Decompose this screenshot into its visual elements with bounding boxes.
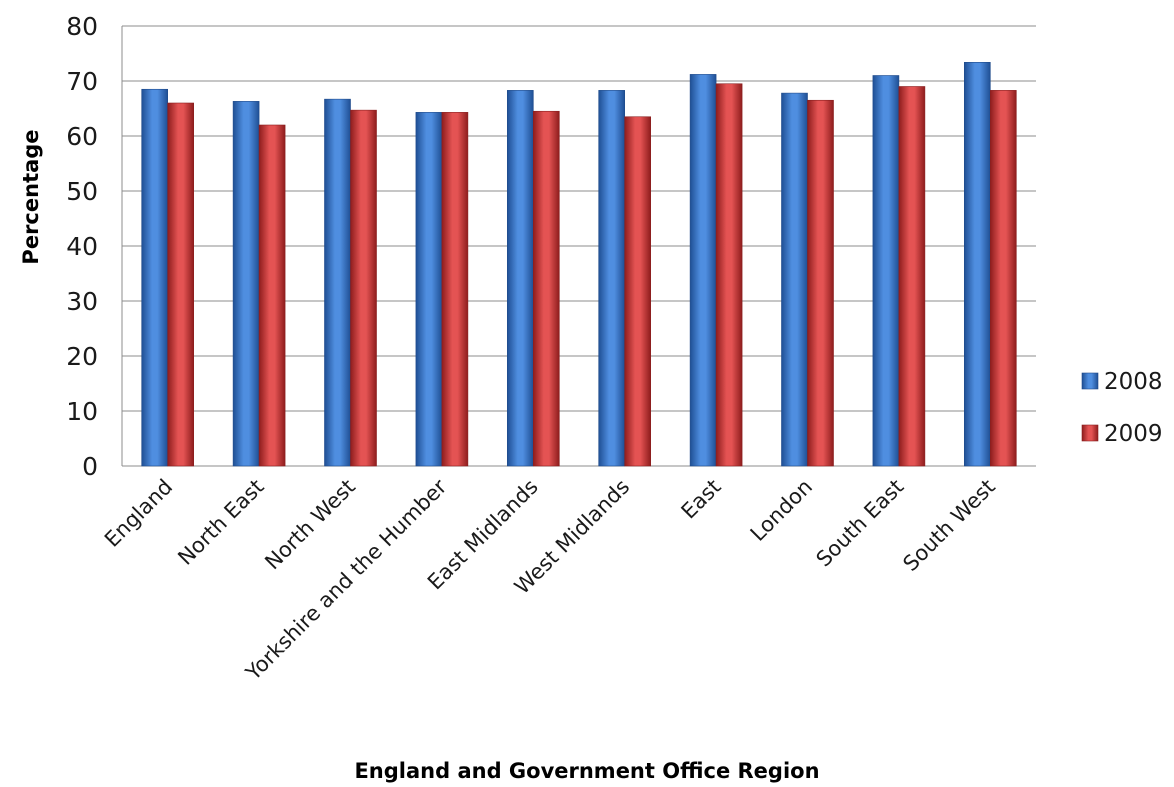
y-tick-label: 20 bbox=[66, 342, 98, 371]
bar-2009-6 bbox=[715, 83, 743, 467]
legend-swatch-2008 bbox=[1081, 372, 1099, 390]
bar-2008-5 bbox=[598, 90, 626, 467]
bar-2009-9 bbox=[989, 90, 1017, 467]
legend-label-2008: 2008 bbox=[1104, 369, 1163, 395]
x-axis-title: England and Government Office Region bbox=[354, 759, 819, 783]
bar-2009-1 bbox=[258, 124, 286, 467]
bar-2009-3 bbox=[441, 112, 469, 467]
bar-2009-8 bbox=[898, 86, 926, 467]
x-category-label: North West bbox=[260, 475, 360, 575]
x-category-label: East bbox=[677, 475, 726, 524]
x-category-label: South West bbox=[898, 475, 999, 576]
x-category-label: England bbox=[100, 475, 177, 552]
bar-2008-7 bbox=[781, 92, 808, 467]
y-tick-label: 80 bbox=[66, 12, 98, 41]
bar-2009-0 bbox=[167, 102, 194, 467]
y-tick-label: 30 bbox=[66, 287, 98, 316]
bar-2008-1 bbox=[232, 101, 260, 467]
y-tick-label: 70 bbox=[66, 67, 98, 96]
legend-swatch-2009 bbox=[1081, 424, 1099, 442]
legend-label-2009: 2009 bbox=[1104, 421, 1163, 447]
legend: 2008 2009 bbox=[1081, 369, 1163, 447]
y-axis-ticks: 0 10 20 30 40 50 60 70 80 bbox=[66, 12, 98, 481]
y-tick-label: 60 bbox=[66, 122, 98, 151]
bar-2009-2 bbox=[350, 109, 377, 467]
bar-2009-4 bbox=[532, 110, 560, 467]
bar-2009-7 bbox=[807, 99, 834, 467]
y-axis-title: Percentage bbox=[19, 129, 43, 264]
y-tick-label: 40 bbox=[66, 232, 98, 261]
x-category-label: London bbox=[746, 475, 817, 546]
bar-2008-8 bbox=[872, 75, 900, 467]
y-tick-label: 0 bbox=[82, 452, 98, 481]
bar-2008-6 bbox=[689, 74, 717, 467]
bars bbox=[141, 61, 1017, 467]
bar-2008-2 bbox=[324, 98, 351, 467]
x-category-label: South East bbox=[812, 475, 909, 572]
x-category-label: Yorkshire and the Humber bbox=[240, 474, 451, 685]
bar-2008-9 bbox=[963, 61, 991, 467]
bar-2008-3 bbox=[415, 112, 443, 467]
y-tick-label: 10 bbox=[66, 397, 98, 426]
bar-2008-0 bbox=[141, 88, 168, 467]
y-tick-label: 50 bbox=[66, 177, 98, 206]
x-category-label: North East bbox=[173, 475, 268, 570]
bar-2009-5 bbox=[624, 116, 652, 467]
bar-2008-4 bbox=[506, 90, 534, 467]
